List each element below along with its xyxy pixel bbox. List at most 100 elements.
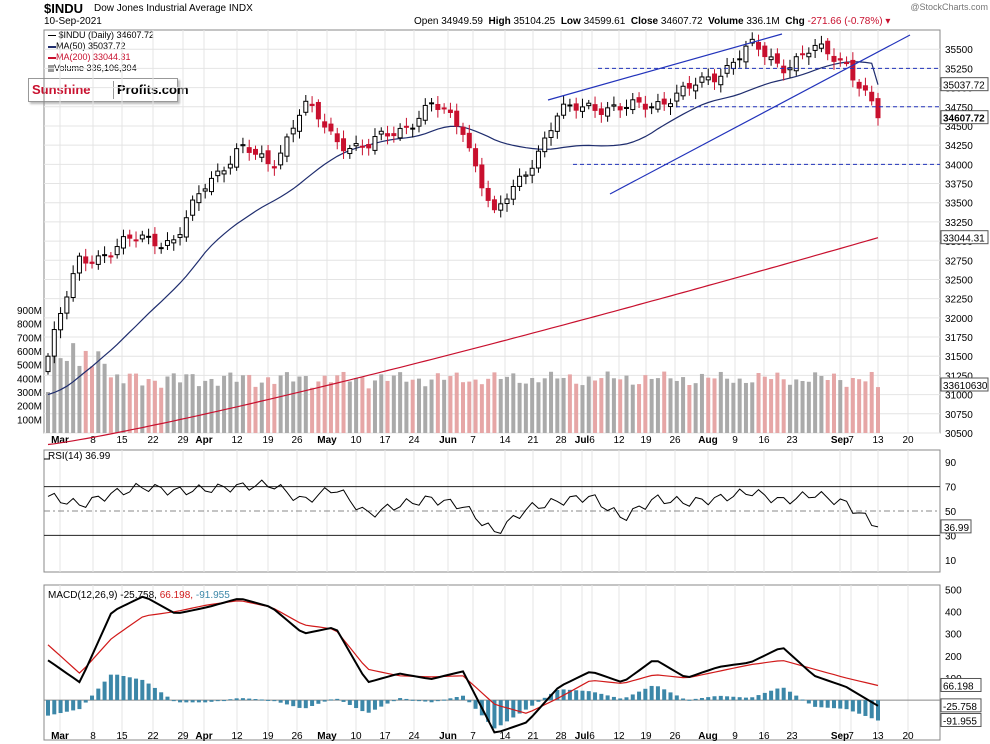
candle-body xyxy=(636,97,642,103)
volume-bar xyxy=(819,375,824,433)
x-tick-label: 12 xyxy=(231,435,243,446)
macd-histogram-bar xyxy=(536,700,541,702)
price-y-tick-label: 34250 xyxy=(945,141,973,152)
volume-bar xyxy=(360,377,365,433)
candle-body xyxy=(875,98,881,119)
volume-bar xyxy=(712,378,717,433)
candle-body xyxy=(837,58,843,61)
ma50-line xyxy=(47,61,879,396)
candle-body xyxy=(693,84,699,92)
candle-body xyxy=(856,81,862,89)
macd-histogram-bar xyxy=(247,698,252,701)
macd-histogram-bar xyxy=(725,696,730,701)
volume-bar xyxy=(605,371,610,433)
x-tick-label: May xyxy=(317,435,337,446)
macd-histogram-bar xyxy=(328,699,333,701)
macd-histogram-bar xyxy=(303,700,308,709)
macd-histogram-bar xyxy=(517,700,522,714)
x-tick-label: May xyxy=(317,731,337,742)
macd-histogram-bar xyxy=(681,698,686,701)
volume-bar xyxy=(404,381,409,433)
x-tick-label: Mar xyxy=(51,435,69,446)
x-tick-label: 20 xyxy=(902,435,914,446)
candle-body xyxy=(328,123,334,132)
price-y-tick-label: 31500 xyxy=(945,352,973,363)
price-tag-box xyxy=(940,110,989,125)
x-tick-label: 9 xyxy=(732,435,738,446)
x-tick-label: Mar xyxy=(51,731,69,742)
x-tick-label: 6 xyxy=(589,435,595,446)
volume-bar xyxy=(159,387,164,433)
candle-body xyxy=(517,175,523,187)
price-y-tick-label: 30500 xyxy=(945,429,973,440)
candle-body xyxy=(730,61,736,70)
volume-bar xyxy=(461,382,465,433)
candle-body xyxy=(756,41,762,50)
candle-body xyxy=(322,121,328,128)
macd-histogram-bar xyxy=(743,697,748,701)
candle-body xyxy=(781,65,787,74)
upper-trendline xyxy=(547,33,783,101)
x-tick-label: 14 xyxy=(499,435,511,446)
x-tick-label: 17 xyxy=(379,435,391,446)
price-tag-label: 35037.72 xyxy=(943,81,985,92)
chg-label: Chg xyxy=(785,16,805,27)
volume-bar xyxy=(756,373,761,433)
volume-bar xyxy=(372,380,377,433)
candle-body xyxy=(680,85,686,97)
x-tick-label: 12 xyxy=(613,731,625,742)
macd-histogram-bar xyxy=(291,700,296,707)
volume-bar xyxy=(454,372,459,433)
candle-body xyxy=(391,133,397,137)
volume-bar xyxy=(693,383,698,433)
legend-price: $INDU (Daily) 34607.72 xyxy=(48,30,154,41)
volume-bar xyxy=(366,388,371,433)
candle-body xyxy=(372,136,378,151)
volume-bar xyxy=(423,386,428,433)
x-tick-label: 26 xyxy=(291,731,303,742)
price-y-tick-label: 31750 xyxy=(945,333,973,344)
x-tick-label: Sep xyxy=(831,731,849,742)
candle-body xyxy=(825,40,831,55)
candle-body xyxy=(309,103,315,106)
macd-histogram-bar xyxy=(486,700,491,722)
macd-histogram-bar xyxy=(687,699,692,701)
volume-bar xyxy=(77,365,82,433)
price-tag-label: 33044.31 xyxy=(943,234,985,245)
price-tag-box xyxy=(940,77,989,92)
candle-body xyxy=(297,114,303,132)
x-tick-label: 19 xyxy=(640,731,652,742)
price-y-tick-label: 31000 xyxy=(945,391,973,402)
volume-bar xyxy=(115,374,120,433)
candle-body xyxy=(341,138,347,152)
volume-bar xyxy=(794,379,799,433)
macd-histogram-bar xyxy=(341,700,346,702)
candle-body xyxy=(850,59,856,81)
volume-bar xyxy=(448,376,453,433)
chg-value: -271.66 (-0.78%) xyxy=(807,16,883,27)
volume-bar xyxy=(800,381,805,433)
candle-body xyxy=(485,187,491,201)
candle-body xyxy=(454,110,460,127)
macd-histogram-bar xyxy=(599,693,604,701)
candle-body xyxy=(284,136,290,157)
candle-body xyxy=(196,193,202,204)
volume-bar xyxy=(71,343,76,433)
candle-body xyxy=(202,188,208,192)
volume-bar xyxy=(517,382,522,433)
volume-bar xyxy=(134,373,139,433)
macd-histogram-bar xyxy=(234,698,239,701)
candle-body xyxy=(554,115,560,132)
macd-histogram-bar xyxy=(284,700,289,705)
candle-body xyxy=(259,153,265,158)
x-tick-label: 24 xyxy=(408,731,420,742)
x-tick-label: Apr xyxy=(195,435,212,446)
volume-bar xyxy=(90,366,95,433)
x-tick-label: 9 xyxy=(732,731,738,742)
macd-histogram-bar xyxy=(347,700,352,705)
volume-bar xyxy=(505,376,510,433)
macd-tag-box xyxy=(940,713,982,728)
x-tick-label: 7 xyxy=(848,731,854,742)
volume-bar xyxy=(662,371,667,433)
